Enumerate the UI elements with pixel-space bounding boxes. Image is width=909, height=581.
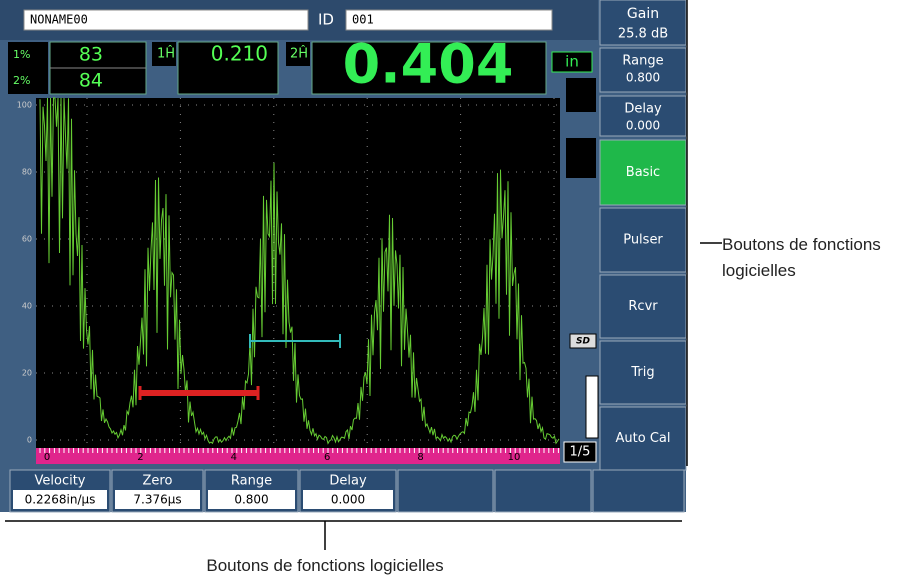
button-label: Velocity xyxy=(35,474,86,489)
reading-value: 83 xyxy=(79,44,103,66)
y-tick-label: 40 xyxy=(22,302,32,311)
sd-label: SD xyxy=(576,337,590,347)
button-label: Delay xyxy=(624,102,662,117)
button-label: Delay xyxy=(329,474,367,489)
y-tick-label: 60 xyxy=(22,235,32,244)
button-label: Range xyxy=(231,474,272,489)
x-tick-label: 0 xyxy=(44,452,50,463)
y-tick-label: 0 xyxy=(27,436,32,445)
reading-value: 84 xyxy=(79,70,103,92)
button-value: 0.800 xyxy=(626,71,660,85)
x-tick-label: 6 xyxy=(324,452,330,463)
button-value: 0.800 xyxy=(234,493,268,507)
id-label: ID xyxy=(318,11,334,29)
y-tick-label: 20 xyxy=(22,369,32,378)
button-label: Rcvr xyxy=(628,299,658,314)
soft-button[interactable] xyxy=(593,470,684,512)
scroll-indicator xyxy=(586,376,598,438)
x-tick-label: 4 xyxy=(231,452,237,463)
x-tick-label: 10 xyxy=(508,452,521,463)
file-name: NONAME00 xyxy=(30,13,88,27)
device-screen: NONAME00 ID 001 Gain 25.8 dB 1% 2% 83 84… xyxy=(0,0,909,581)
gate1-icon xyxy=(566,78,596,112)
page: NONAME00 ID 001 Gain 25.8 dB 1% 2% 83 84… xyxy=(0,0,909,581)
ascan-area xyxy=(36,98,560,448)
m2-icon-text: 2Ĥ xyxy=(290,46,308,62)
id-box xyxy=(346,10,552,30)
button-label: Pulser xyxy=(623,233,663,248)
x-tick-label: 2 xyxy=(137,452,143,463)
button-value: 7.376µs xyxy=(133,493,181,507)
button-value: 0.000 xyxy=(331,493,365,507)
button-value: 0.2268in/µs xyxy=(25,493,96,507)
x-tick-label: 8 xyxy=(417,452,423,463)
annotation-right: Boutons de fonctions logicielles xyxy=(722,232,909,284)
id-value: 001 xyxy=(352,13,374,27)
soft-button[interactable] xyxy=(495,470,591,512)
m1-icon-text: 1Ĥ xyxy=(157,46,175,62)
reading-label: 1% xyxy=(13,48,30,61)
button-label: Trig xyxy=(630,365,654,380)
gain-label: Gain xyxy=(627,6,659,22)
gain-value: 25.8 dB xyxy=(618,27,668,42)
button-label: Basic xyxy=(626,165,660,180)
side-buttons: Range 0.800 Delay 0.000 Basic Pulser Rcvr Trig A… xyxy=(600,48,686,470)
annotation-bottom: Boutons de fonctions logicielles xyxy=(125,556,525,576)
y-tick-label: 100 xyxy=(17,101,32,110)
page-indicator: 1/5 xyxy=(570,445,591,460)
measurement-2: 0.404 xyxy=(343,33,514,96)
button-label: Auto Cal xyxy=(616,431,671,446)
y-tick-label: 80 xyxy=(22,168,32,177)
reading-label: 2% xyxy=(13,74,30,87)
button-label: Range xyxy=(622,54,663,69)
soft-button[interactable] xyxy=(398,470,493,512)
gate2-icon xyxy=(566,138,596,178)
button-label: Zero xyxy=(143,474,173,489)
unit: in xyxy=(565,53,579,71)
button-value: 0.000 xyxy=(626,119,660,133)
measurement-1: 0.210 xyxy=(211,42,268,66)
